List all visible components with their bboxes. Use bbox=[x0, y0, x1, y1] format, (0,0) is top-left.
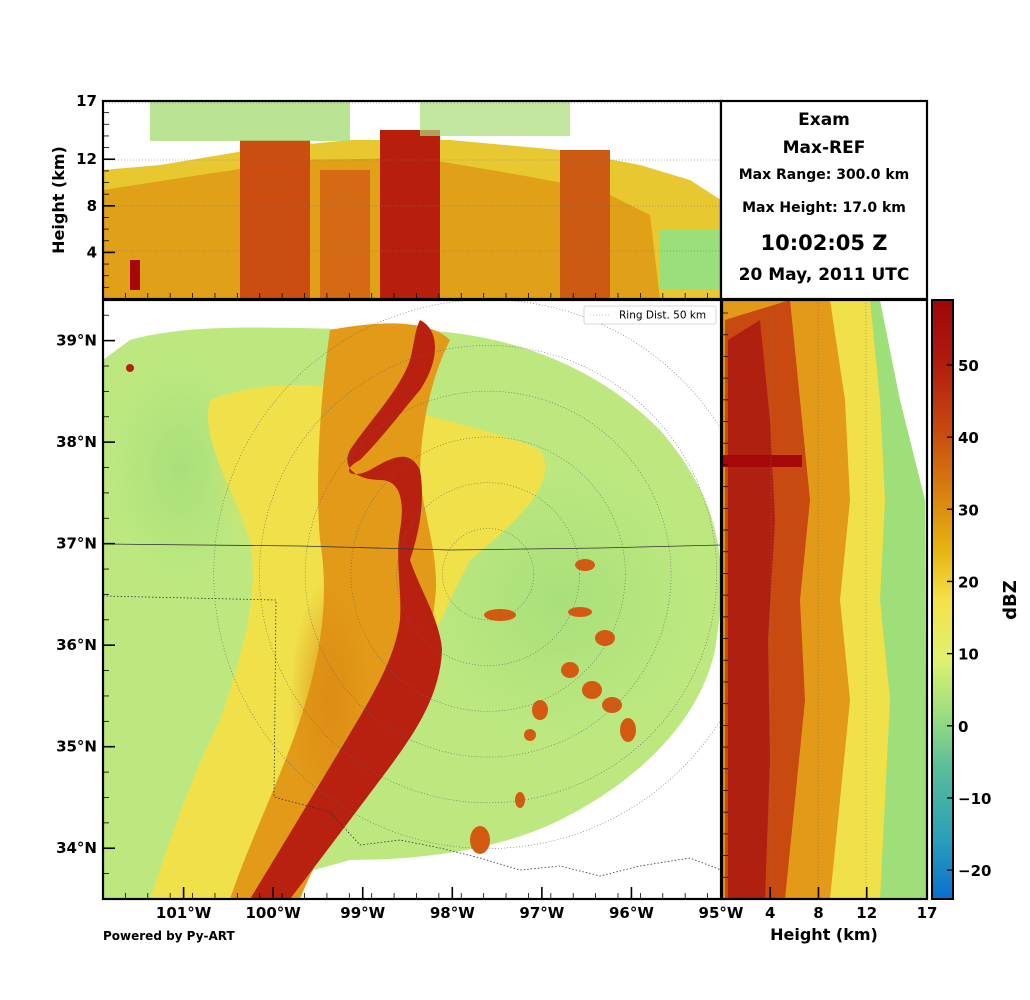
main-plan-view-panel: 101°W 100°W 99°W 98°W 97°W 96°W 95°W 34°N 35°N 36… bbox=[56, 298, 744, 922]
top-y-tick-label: 12 bbox=[76, 150, 97, 168]
y-tick-label: 35°N bbox=[56, 738, 97, 756]
top-y-tick-label: 4 bbox=[87, 243, 97, 261]
y-tick-label: 34°N bbox=[56, 839, 97, 857]
main-ticks: 101°W 100°W 99°W 98°W 97°W 96°W 95°W 34°N 35°N 36… bbox=[56, 314, 744, 922]
y-tick-label: 39°N bbox=[56, 332, 97, 350]
right-reflectivity-field bbox=[722, 300, 927, 899]
x-tick-label: 95°W bbox=[699, 904, 744, 922]
range-ring bbox=[442, 528, 535, 621]
x-tick-label: 97°W bbox=[519, 904, 564, 922]
colorbar-tick-label: 50 bbox=[958, 357, 979, 375]
y-tick-label: 36°N bbox=[56, 636, 97, 654]
right-x-ticks: 4 8 12 17 bbox=[722, 312, 938, 922]
top-reflectivity-field bbox=[103, 101, 721, 299]
top-grid bbox=[103, 102, 721, 252]
x-tick-label: 96°W bbox=[609, 904, 654, 922]
x-tick-label: 98°W bbox=[430, 904, 475, 922]
legend-box bbox=[583, 305, 717, 325]
info-max-height: Max Height: 17.0 km bbox=[742, 200, 906, 216]
info-date: 20 May, 2011 UTC bbox=[739, 265, 910, 285]
info-box: Exam Max-REF Max Range: 300.0 km Max Hei… bbox=[719, 99, 929, 301]
colorbar-tick-label: 20 bbox=[958, 573, 979, 591]
eastern-storm-cells bbox=[470, 559, 636, 854]
state-borders bbox=[103, 543, 721, 877]
legend-label: Ring Dist. 50 km bbox=[619, 310, 706, 322]
colorbar-frame bbox=[931, 299, 954, 900]
range-rings bbox=[213, 300, 721, 849]
right-grid bbox=[770, 300, 867, 899]
main-reflectivity-field bbox=[103, 300, 721, 899]
top-y-tick-label: 17 bbox=[76, 92, 97, 110]
right-x-tick-label: 8 bbox=[813, 904, 823, 922]
top-y-tick-label: 8 bbox=[87, 197, 97, 215]
colorbar-tick-label: 40 bbox=[958, 429, 979, 447]
top-y-ticks: 4 8 12 17 bbox=[76, 92, 708, 300]
range-ring bbox=[304, 390, 672, 758]
colorbar-tick-label: −10 bbox=[958, 790, 991, 808]
info-max-range: Max Range: 300.0 km bbox=[739, 167, 910, 183]
colorbar-label: dBZ bbox=[1000, 580, 1021, 620]
colorbar-gradient bbox=[932, 300, 953, 899]
range-ring bbox=[396, 482, 580, 666]
credit-text: Powered by Py-ART bbox=[103, 929, 235, 943]
right-x-axis-label: Height (km) bbox=[770, 925, 878, 944]
colorbar-tick-label: 0 bbox=[958, 718, 968, 736]
range-ring bbox=[213, 300, 721, 849]
range-ring bbox=[259, 345, 718, 804]
colorbar-ticks: −20 −10 0 10 20 30 40 50 bbox=[947, 357, 991, 880]
right-cross-section-panel: 4 8 12 17 Height (km) bbox=[720, 298, 938, 944]
colorbar-tick-label: −20 bbox=[958, 862, 991, 880]
right-x-tick-label: 4 bbox=[765, 904, 775, 922]
right-panel-frame bbox=[720, 298, 929, 901]
x-tick-label: 100°W bbox=[245, 904, 301, 922]
top-cross-section-panel: 4 8 12 17 Height (km) bbox=[49, 92, 723, 301]
info-product: Max-REF bbox=[783, 138, 866, 158]
right-x-tick-label: 12 bbox=[856, 904, 877, 922]
right-x-tick-label: 17 bbox=[917, 904, 938, 922]
colorbar-tick-label: 10 bbox=[958, 646, 979, 664]
y-tick-label: 38°N bbox=[56, 433, 97, 451]
x-tick-label: 99°W bbox=[340, 904, 385, 922]
info-title: Exam bbox=[798, 110, 850, 130]
ring-legend: Ring Dist. 50 km bbox=[583, 305, 717, 325]
colorbar-tick-label: 30 bbox=[958, 501, 979, 519]
top-y-axis-label: Height (km) bbox=[49, 146, 68, 254]
info-box-frame bbox=[719, 99, 929, 301]
range-ring bbox=[350, 436, 626, 712]
info-time: 10:02:05 Z bbox=[760, 231, 887, 255]
y-tick-label: 37°N bbox=[56, 535, 97, 553]
x-tick-label: 101°W bbox=[156, 904, 212, 922]
colorbar: −20 −10 0 10 20 30 40 50 dBZ bbox=[931, 299, 1021, 900]
